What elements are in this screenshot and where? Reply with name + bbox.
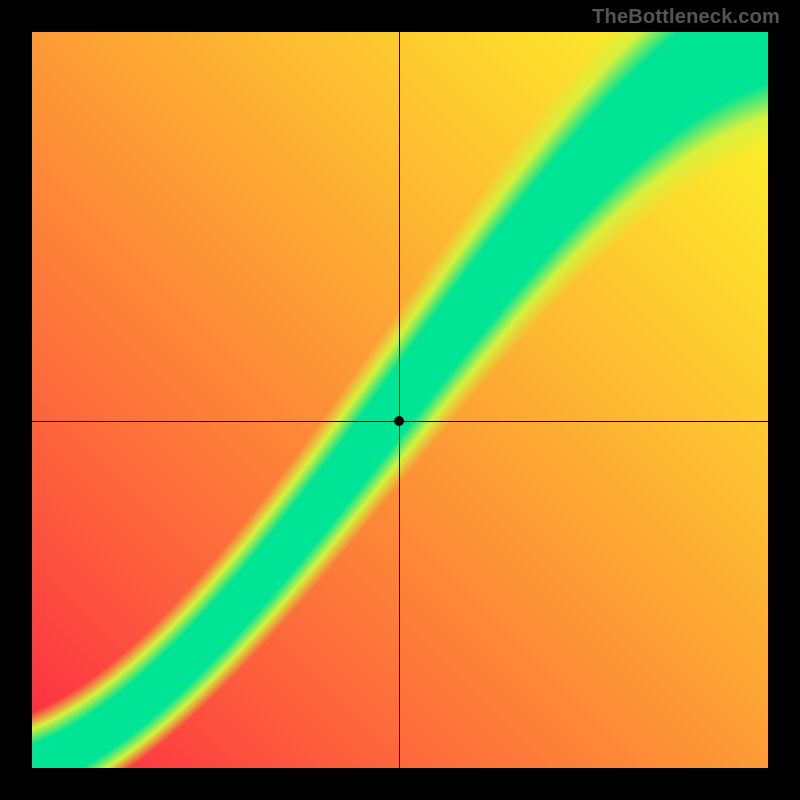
bottleneck-heatmap	[32, 32, 768, 768]
crosshair-vertical	[399, 32, 400, 768]
selection-dot	[394, 416, 404, 426]
watermark-text: TheBottleneck.com	[592, 6, 780, 29]
heatmap-canvas	[32, 32, 768, 768]
